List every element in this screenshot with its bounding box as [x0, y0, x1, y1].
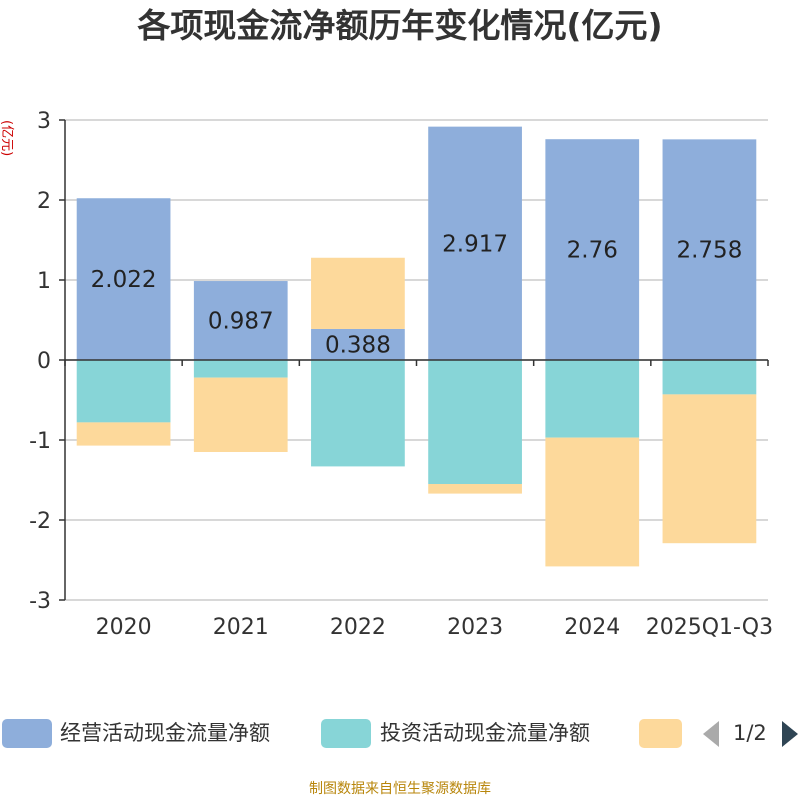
data-label: 0.388 — [325, 332, 391, 358]
data-labels: 2.022 0.987 0.388 2.917 2.76 2.758 — [91, 231, 743, 358]
data-label: 2.917 — [442, 231, 508, 257]
bar — [428, 484, 522, 494]
legend-swatch-financing[interactable] — [639, 719, 682, 748]
bar — [193, 281, 288, 360]
x-tick-label: 2024 — [564, 615, 620, 640]
y-tick-label: -1 — [29, 429, 51, 454]
legend-swatch-operating[interactable] — [2, 719, 52, 748]
y-axis-unit-label: (亿元) — [0, 120, 14, 156]
x-tick-label: 2022 — [330, 615, 386, 640]
bar — [76, 198, 171, 360]
y-tick-label: 1 — [37, 269, 51, 294]
y-tick-label: 0 — [37, 349, 51, 374]
legend-swatch-investing[interactable] — [321, 719, 371, 748]
bars — [76, 126, 757, 567]
data-label: 2.758 — [676, 238, 742, 264]
bar — [193, 377, 288, 452]
y-tick-label: 3 — [37, 109, 51, 134]
bar — [662, 139, 757, 360]
bar — [545, 139, 640, 360]
bar — [76, 422, 171, 446]
y-tick-label: 2 — [37, 189, 51, 214]
x-tick-label: 2025Q1-Q3 — [646, 615, 773, 640]
bar — [311, 328, 405, 360]
bar — [311, 360, 405, 467]
data-label: 2.76 — [567, 238, 618, 264]
bar — [662, 394, 757, 544]
legend-next-page-icon[interactable] — [780, 719, 800, 749]
x-tick-label: 2023 — [447, 615, 503, 640]
bar — [193, 360, 288, 378]
bar — [428, 126, 522, 360]
bar — [545, 360, 640, 438]
bar — [545, 437, 640, 567]
data-label: 2.022 — [91, 267, 157, 293]
y-tick-label: -2 — [29, 509, 51, 534]
bar — [428, 360, 522, 484]
data-source-note: 制图数据来自恒生聚源数据库 — [309, 781, 491, 797]
legend-label-investing[interactable]: 投资活动现金流量净额 — [380, 721, 590, 745]
legend-prev-page-icon[interactable] — [701, 719, 721, 749]
bar — [76, 360, 171, 423]
axes: 3 2 1 0 -1 -2 -3 2020 2021 2022 2023 2024 2025Q1-Q3 — [29, 109, 773, 640]
data-label: 0.987 — [208, 309, 274, 335]
chart-title: 各项现金流净额历年变化情况(亿元) — [137, 6, 663, 45]
legend-page-indicator: 1/2 — [733, 721, 767, 745]
bar — [311, 257, 405, 329]
x-tick-label: 2020 — [96, 615, 152, 640]
legend-label-operating[interactable]: 经营活动现金流量净额 — [60, 721, 270, 745]
x-tick-label: 2021 — [213, 615, 269, 640]
y-tick-label: -3 — [29, 589, 51, 614]
bar — [662, 360, 757, 395]
